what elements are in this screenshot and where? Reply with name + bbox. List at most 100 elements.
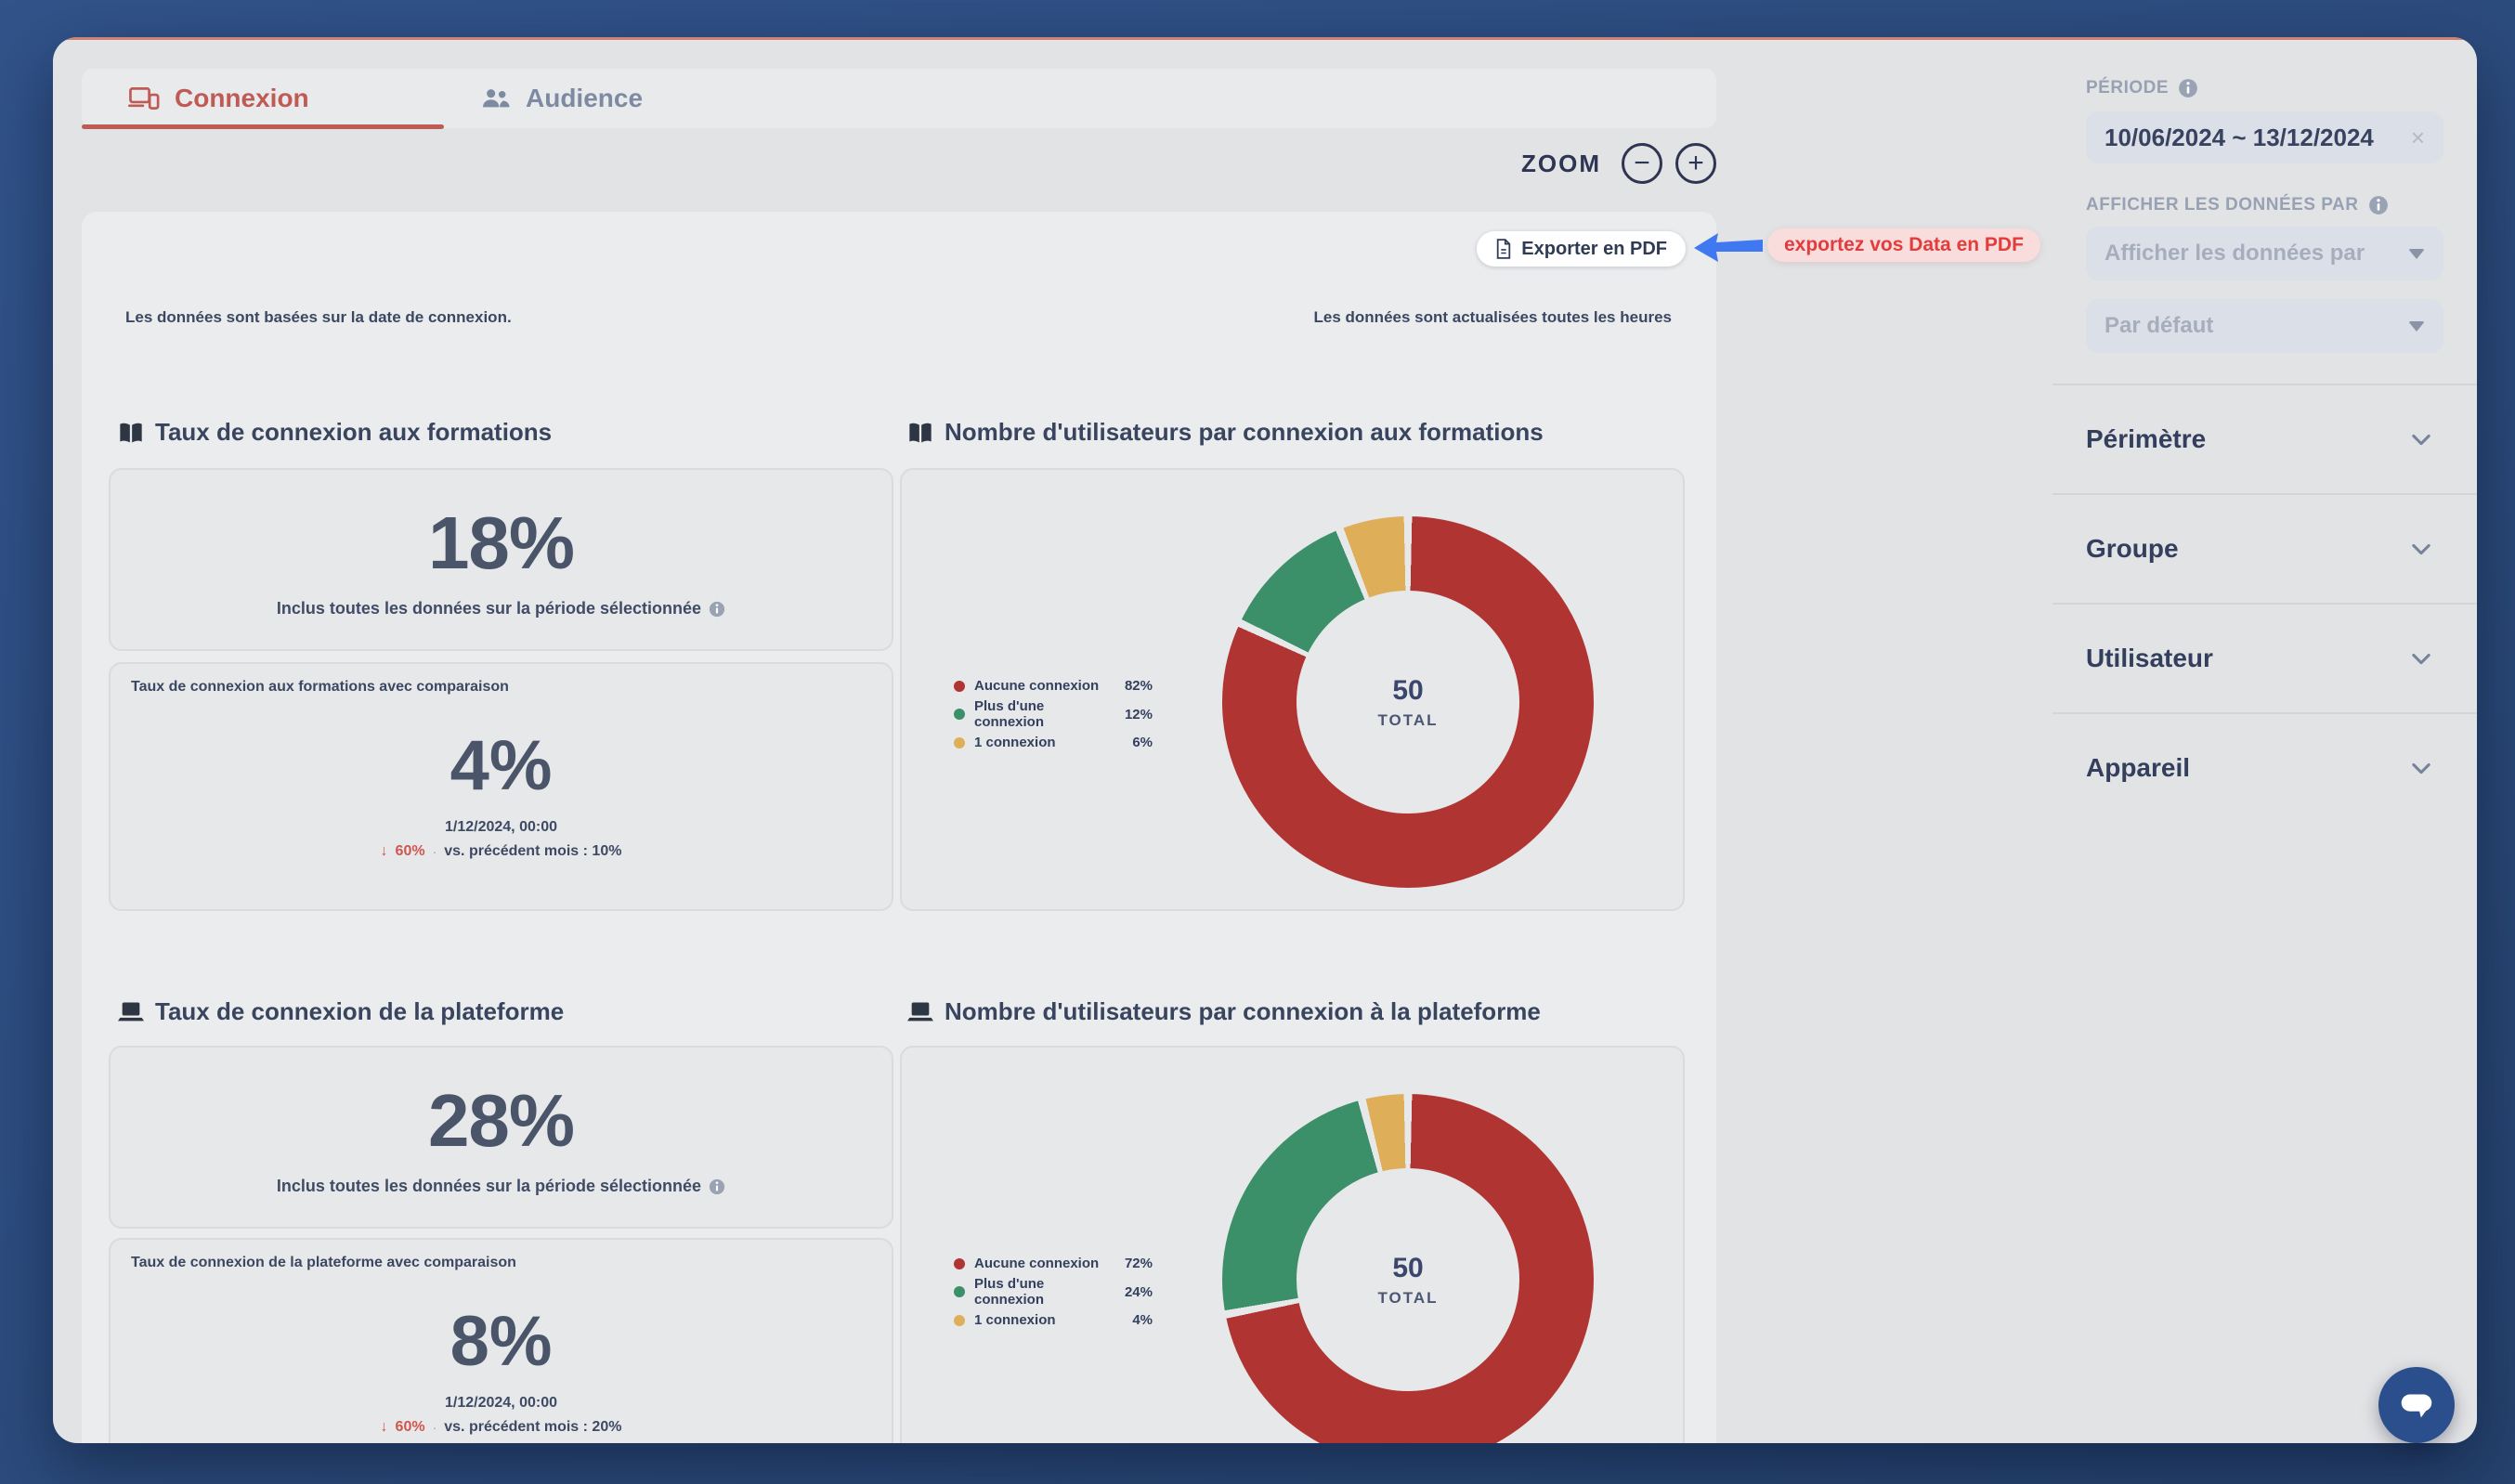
- book-icon: [118, 422, 144, 444]
- comparison-change-row: ↓ 60% · vs. précédent mois : 20%: [381, 1419, 622, 1436]
- comparison-value: 4%: [450, 726, 553, 805]
- legend-dot-red: [954, 1257, 965, 1269]
- change-percent: 60%: [395, 1419, 425, 1435]
- legend-item: Aucune connexion 72%: [954, 1256, 1153, 1271]
- legend-percent: 12%: [1124, 706, 1153, 722]
- legend-dot-yellow: [954, 736, 965, 749]
- default-select[interactable]: Par défaut: [2086, 299, 2443, 353]
- info-icon[interactable]: [2368, 195, 2389, 215]
- comparison-card-platform: Taux de connexion de la plateforme avec …: [109, 1238, 893, 1443]
- legend-item: Plus d'une connexion 24%: [954, 1276, 1153, 1308]
- accordion-perimetre[interactable]: Périmètre: [2052, 384, 2477, 493]
- legend-label: 1 connexion: [974, 1312, 1056, 1328]
- stat-value: 18%: [427, 501, 575, 584]
- accordion-groupe[interactable]: Groupe: [2052, 493, 2477, 603]
- chevron-down-icon: [2408, 426, 2434, 452]
- donut-chart-platform: 50 TOTAL: [1222, 1094, 1594, 1443]
- display-by-label-text: AFFICHER LES DONNÉES PAR: [2086, 195, 2359, 215]
- legend-percent: 6%: [1132, 735, 1153, 750]
- comparison-date: 1/12/2024, 00:00: [445, 1395, 557, 1411]
- periode-label-text: PÉRIODE: [2086, 78, 2170, 98]
- section-title-text: Taux de connexion de la plateforme: [155, 997, 565, 1025]
- display-by-select[interactable]: Afficher les données par: [2086, 227, 2443, 280]
- legend-item: 1 connexion 6%: [954, 735, 1153, 750]
- dashboard-panel: Connexion Audience ZOOM − + Exporter en: [53, 37, 2477, 1443]
- display-by-section-label: AFFICHER LES DONNÉES PAR: [2086, 195, 2389, 215]
- top-progress-line: [53, 37, 2477, 40]
- book-icon: [907, 422, 933, 444]
- plus-icon: +: [1688, 148, 1704, 178]
- report-content: Exporter en PDF Les données sont basées …: [82, 212, 1716, 1443]
- zoom-in-button[interactable]: +: [1675, 143, 1716, 184]
- clear-date-icon[interactable]: ×: [2410, 123, 2425, 151]
- tab-connexion-label: Connexion: [175, 84, 309, 112]
- caret-down-icon: [2408, 248, 2425, 259]
- separator-dot: ·: [432, 1420, 437, 1435]
- info-icon[interactable]: [709, 601, 725, 618]
- comparison-title: Taux de connexion aux formations avec co…: [131, 679, 509, 695]
- minus-icon: −: [1634, 148, 1650, 178]
- section-title-formations-rate: Taux de connexion aux formations: [118, 418, 552, 447]
- accordion-label: Utilisateur: [2086, 644, 2213, 672]
- people-icon: [481, 88, 511, 109]
- note-basis: Les données sont basées sur la date de c…: [125, 308, 512, 326]
- data-notes: Les données sont basées sur la date de c…: [125, 308, 1672, 327]
- chevron-down-icon: [2408, 645, 2434, 671]
- pdf-file-icon: [1495, 239, 1512, 259]
- annotation-arrow-icon: [1692, 230, 1765, 268]
- display-by-placeholder: Afficher les données par: [2105, 241, 2365, 266]
- caret-down-icon: [2408, 320, 2425, 332]
- accordion-utilisateur[interactable]: Utilisateur: [2052, 603, 2477, 712]
- donut-center: 50 TOTAL: [1297, 591, 1519, 814]
- annotation-callout: exportez vos Data en PDF: [1767, 228, 2040, 262]
- section-title-platform-rate: Taux de connexion de la plateforme: [118, 997, 564, 1026]
- donut-chart-formations: 50 TOTAL: [1222, 516, 1594, 888]
- legend-item: Plus d'une connexion 12%: [954, 698, 1153, 730]
- export-pdf-label: Exporter en PDF: [1521, 238, 1667, 259]
- donut-legend: Aucune connexion 82% Plus d'une connexio…: [954, 678, 1153, 755]
- stat-value: 28%: [427, 1079, 575, 1162]
- export-pdf-button[interactable]: Exporter en PDF: [1477, 231, 1686, 267]
- annotation-text: exportez vos Data en PDF: [1784, 234, 2024, 255]
- stat-caption: Inclus toutes les données sur la période…: [276, 599, 702, 618]
- donut-total-label: TOTAL: [1377, 1288, 1439, 1307]
- accordion-label: Périmètre: [2086, 424, 2207, 453]
- default-select-value: Par défaut: [2105, 313, 2214, 338]
- comparison-change-row: ↓ 60% · vs. précédent mois : 10%: [381, 843, 622, 860]
- donut-total: 50: [1392, 1252, 1424, 1283]
- date-range-input[interactable]: 10/06/2024 ~ 13/12/2024 ×: [2086, 111, 2443, 163]
- zoom-out-button[interactable]: −: [1622, 143, 1662, 184]
- legend-percent: 24%: [1124, 1283, 1153, 1300]
- donut-total-label: TOTAL: [1377, 710, 1439, 729]
- filter-accordion: Périmètre Groupe Utilisateur: [2052, 384, 2477, 822]
- info-icon[interactable]: [709, 1178, 725, 1195]
- info-icon[interactable]: [2178, 78, 2198, 98]
- tab-connexion[interactable]: Connexion: [82, 69, 444, 129]
- legend-dot-red: [954, 680, 965, 692]
- donut-legend: Aucune connexion 72% Plus d'une connexio…: [954, 1256, 1153, 1333]
- zoom-controls: ZOOM − +: [82, 141, 1716, 186]
- tab-bar: Connexion Audience: [82, 69, 1716, 129]
- accordion-label: Appareil: [2086, 753, 2191, 782]
- accordion-label: Groupe: [2086, 534, 2179, 563]
- legend-label: Plus d'une connexion: [974, 1276, 1045, 1308]
- laptop-icon: [907, 1001, 933, 1023]
- stat-card-formations-rate: 18% Inclus toutes les données sur la pér…: [109, 468, 893, 651]
- donut-card-formations: Aucune connexion 82% Plus d'une connexio…: [900, 468, 1685, 911]
- note-refresh: Les données sont actualisées toutes les …: [1313, 308, 1672, 326]
- section-title-text: Taux de connexion aux formations: [155, 418, 553, 446]
- down-arrow-icon: ↓: [380, 843, 388, 859]
- chevron-down-icon: [2408, 536, 2434, 562]
- chat-launcher-button[interactable]: [2378, 1367, 2455, 1443]
- legend-label: Plus d'une connexion: [974, 698, 1045, 730]
- comparison-title: Taux de connexion de la plateforme avec …: [131, 1255, 516, 1270]
- comparison-date: 1/12/2024, 00:00: [445, 819, 557, 835]
- legend-label: Aucune connexion: [974, 678, 1100, 694]
- legend-label: 1 connexion: [974, 735, 1056, 750]
- tab-audience[interactable]: Audience: [481, 69, 643, 128]
- accordion-appareil[interactable]: Appareil: [2052, 712, 2477, 822]
- change-percent: 60%: [395, 843, 425, 859]
- tab-audience-label: Audience: [526, 84, 644, 112]
- periode-section-label: PÉRIODE: [2086, 78, 2198, 98]
